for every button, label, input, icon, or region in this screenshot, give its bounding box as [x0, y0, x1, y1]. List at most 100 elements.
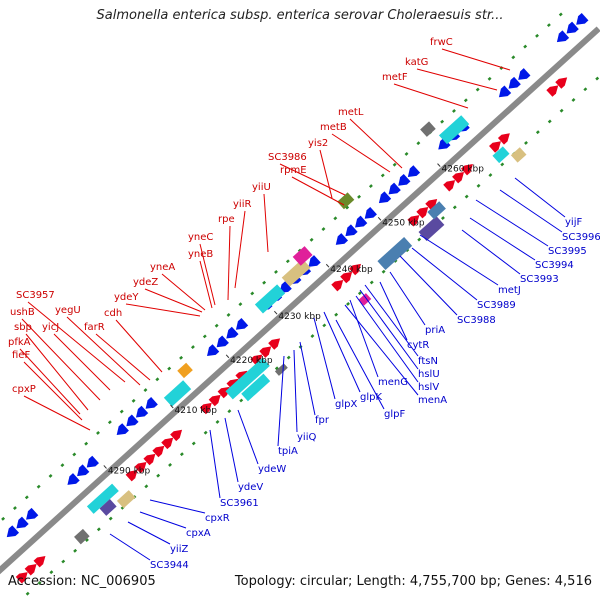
gene-arrow-shape [259, 346, 272, 358]
reverse-gene-arrow [26, 507, 39, 520]
gene-arrow-shape [199, 402, 212, 415]
track-dot [155, 377, 160, 382]
track-dot [250, 291, 255, 296]
leader-line [499, 189, 563, 233]
feature-block-shape [492, 146, 510, 164]
track-dot [274, 366, 279, 371]
track-dot [214, 323, 219, 328]
gene-label-fpr: fpr [315, 415, 330, 426]
forward-gene-arrow [125, 469, 138, 482]
gene-label-frwC: frwC [430, 37, 453, 48]
gene-label-sbp: sbp [14, 322, 32, 333]
gene-label-ftsN: ftsN [418, 356, 438, 367]
track-dot [239, 398, 244, 403]
track-dot [535, 33, 539, 38]
gene-arrow-shape [576, 12, 589, 25]
leader-line [393, 83, 469, 109]
reverse-gene-arrow [16, 516, 29, 529]
gene-arrow-shape [170, 429, 183, 442]
leader-line [277, 355, 285, 447]
track-dot [488, 173, 493, 178]
feature-block-shape [74, 528, 90, 545]
gene-arrow-shape [340, 271, 353, 284]
track-dot [274, 270, 278, 274]
leader-line [161, 273, 206, 311]
gene-label-yneA: yneA [150, 262, 175, 273]
leader-line [21, 318, 101, 401]
gene-arrow-shape [24, 564, 37, 576]
leader-line [139, 511, 187, 529]
leader-line [349, 299, 379, 378]
gene-arrow-shape [345, 224, 358, 237]
track-dot [369, 280, 374, 285]
track-dot [96, 527, 101, 532]
gene-label-metJ: metJ [498, 285, 521, 296]
leader-line [293, 349, 298, 433]
track-dot [48, 473, 53, 478]
leader-line [125, 303, 201, 317]
reverse-gene-arrow [145, 397, 158, 409]
tick-label: 4230 kbp [278, 312, 321, 322]
gene-arrow-shape [508, 76, 521, 89]
gene-arrow-shape [216, 335, 229, 348]
leader-line [19, 348, 81, 415]
forward-gene-arrow [217, 386, 230, 399]
feature-block-shape [86, 483, 119, 514]
operon-block [427, 201, 446, 220]
gene-arrow-shape [135, 405, 149, 418]
gene-arrow-shape [556, 30, 570, 43]
tick-mark [225, 354, 230, 359]
leader-line [399, 255, 458, 316]
tick-mark [103, 465, 107, 469]
feature-block-shape [292, 246, 313, 266]
gene-label-yiiU: yiiU [252, 182, 271, 193]
gene-arrow-shape [331, 279, 344, 292]
backbone-line [0, 26, 600, 575]
track-dot [37, 581, 42, 585]
track-dot [322, 323, 327, 328]
track-dot [60, 463, 65, 468]
track-dot [72, 452, 77, 457]
gene-label-ydeY: ydeY [114, 292, 139, 303]
gene-label-ydeZ: ydeZ [133, 277, 158, 288]
reverse-gene-arrow [576, 12, 589, 25]
leader-line [25, 333, 89, 411]
gene-arrow-shape [116, 423, 129, 435]
gene-label-SC3957: SC3957 [16, 290, 55, 301]
leader-line [23, 361, 83, 421]
gene-label-yis2: yis2 [308, 138, 328, 149]
operon-block [292, 246, 313, 266]
gene-label-yiiQ: yiiQ [297, 432, 316, 443]
track-dot [476, 183, 481, 188]
gene-arrow-shape [152, 445, 165, 458]
gene-label-SC3986: SC3986 [268, 152, 307, 163]
leader-line [199, 260, 213, 309]
forward-gene-arrow [555, 77, 568, 89]
track-dot [108, 516, 113, 521]
forward-gene-arrow [152, 445, 165, 458]
leader-line [461, 229, 521, 275]
gene-arrow-shape [308, 255, 321, 267]
reverse-gene-arrow [86, 455, 99, 468]
gene-label-priA: priA [425, 325, 445, 336]
feature-block-shape [241, 373, 271, 402]
rna-block [438, 115, 470, 145]
reverse-gene-arrow [378, 191, 392, 204]
gene-label-SC3944: SC3944 [150, 560, 189, 571]
gene-arrow-shape [208, 394, 221, 407]
gene-label-hslU: hslU [418, 369, 440, 380]
forward-gene-arrow [489, 141, 501, 153]
gene-label-yegU: yegU [55, 305, 81, 316]
feature-block-shape [116, 490, 136, 509]
leader-line [209, 429, 221, 499]
reverse-gene-arrow [77, 464, 90, 477]
leader-line [475, 199, 549, 247]
reverse-gene-arrow [556, 30, 570, 43]
gene-arrow-shape [407, 165, 421, 177]
leader-line [349, 118, 403, 169]
track-dot [405, 248, 410, 253]
gene-label-katG: katG [405, 57, 428, 68]
track-dot [226, 312, 231, 317]
gene-label-SC3988: SC3988 [457, 315, 496, 326]
